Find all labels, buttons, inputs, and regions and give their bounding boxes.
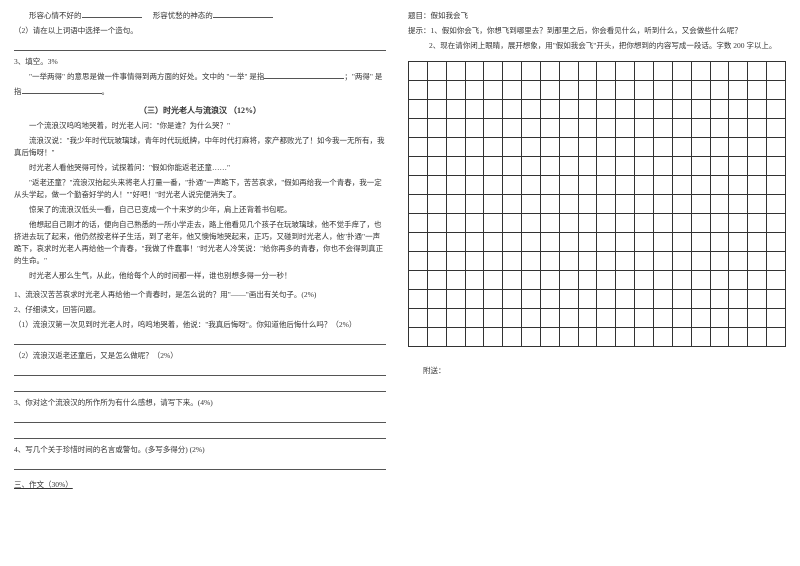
sentence-prompt: （2）请在以上词语中选择一个造句。 [14,25,386,37]
answer-line[interactable] [14,334,386,345]
passage-title: （三）时光老人与流浪汉 （12%） [14,105,386,118]
p4: "返老还童？"流浪汉抬起头来将老人打量一番，"扑通"一声跪下，苦苦哀求，"假如再… [14,177,386,201]
answer-line[interactable] [14,428,386,439]
fill-line-1: 形容心情不好的 形容忧愁的神态的 [14,10,386,22]
rq1: 1、流浪汉苦苦哀求时光老人再给他一个青春时，是怎么说的？用"——"画出有关句子。… [14,289,386,301]
p3: 时光老人看他哭得可怜，试探着问："假如你能返老还童……" [14,162,386,174]
rq2b: （2）流浪汉返老还童后，又是怎么做呢？（2%） [14,350,386,362]
essay-hints: 提示：1、假如你会飞，你想飞到哪里去？到那里之后，你会看见什么，听到什么，又会做… [408,25,786,37]
section-3-heading: 三、作文（30%） [14,479,386,491]
q3-heading: 3、填空。3% [14,56,386,68]
appendix-label: 附送： [408,365,786,377]
answer-line[interactable] [14,412,386,423]
answer-line[interactable] [14,40,386,51]
writing-grid[interactable] [408,61,786,347]
answer-line[interactable] [14,381,386,392]
q3-body-cont: 指。 [14,86,386,98]
p6: 他想起自己刚才的话，便向自己熟悉的一所小学走去，路上他看见几个孩子在玩玻璃球，他… [14,219,386,267]
rq4: 4、写几个关于珍惜时间的名言或警句。(多写多得分) (2%) [14,444,386,456]
rq3: 3、你对这个流浪汉的所作所为有什么感想，请写下来。(4%) [14,397,386,409]
p2: 流浪汉说："我少年时代玩玻璃球，青年时代玩纸牌，中年时代打麻将，家产都败光了！如… [14,135,386,159]
p7: 时光老人那么生气，从此，他给每个人的时间都一样，谁也别想多得一分一秒！ [14,270,386,282]
rq2a: （1）流浪汉第一次见到时光老人时，呜呜地哭着，他说："我真后悔呀"。你知道他后悔… [14,319,386,331]
answer-line[interactable] [14,459,386,470]
q3-body: "一举两得" 的意思是做一件事情得到两方面的好处。文中的 "一举" 是指；"两得… [14,71,386,83]
essay-hint-2: 2、现在请你闭上眼睛，展开想象，用"假如我会飞"开头，把你想到的内容写成一段话。… [408,40,786,52]
p1: 一个流浪汉呜呜地哭着，时光老人问："你是谁？为什么哭？" [14,120,386,132]
rq2: 2、仔细读文，回答问题。 [14,304,386,316]
p5: 惊呆了的流浪汉低头一看，自己已变成一个十来岁的少年，肩上还背着书包呢。 [14,204,386,216]
answer-line[interactable] [14,365,386,376]
essay-topic: 题目：假如我会飞 [408,10,786,22]
